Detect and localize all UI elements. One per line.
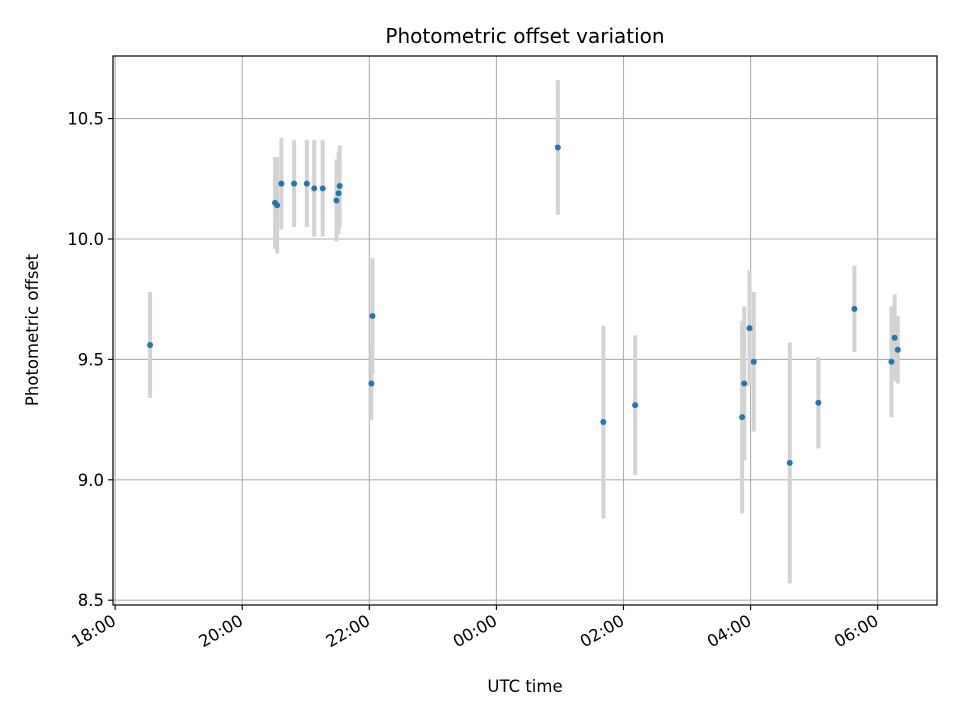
data-point xyxy=(888,358,895,365)
data-point xyxy=(291,180,298,187)
y-tick-label: 10.0 xyxy=(67,230,104,249)
data-point xyxy=(600,419,607,425)
data-point xyxy=(368,380,375,387)
data-point xyxy=(750,358,757,365)
x-axis-label: UTC time xyxy=(487,677,562,696)
y-axis-ticks: 8.5 9.0 9.5 10.0 10.5 xyxy=(67,110,113,610)
data-point xyxy=(741,380,748,387)
data-point xyxy=(851,305,858,312)
y-tick-label: 9.0 xyxy=(78,471,104,490)
y-tick-label: 8.5 xyxy=(78,591,104,610)
data-point xyxy=(278,180,285,187)
data-point xyxy=(303,180,310,187)
data-point xyxy=(333,197,340,204)
data-point xyxy=(554,144,561,151)
data-point xyxy=(274,202,281,209)
data-point xyxy=(815,399,822,406)
data-point xyxy=(147,341,154,348)
data-point xyxy=(335,190,342,197)
data-point xyxy=(891,334,898,341)
data-point xyxy=(369,313,376,320)
data-point xyxy=(894,346,901,353)
data-point xyxy=(739,414,746,421)
plot-area-frame xyxy=(112,55,938,606)
data-point xyxy=(786,459,793,466)
y-tick-label: 9.5 xyxy=(78,350,104,369)
data-point xyxy=(632,402,639,409)
y-tick-label: 10.5 xyxy=(67,110,104,129)
y-axis-label: Photometric offset xyxy=(23,253,42,406)
data-point xyxy=(336,183,343,190)
grid-lines xyxy=(113,56,937,605)
data-point xyxy=(746,325,753,332)
chart-title: Photometric offset variation xyxy=(385,24,664,48)
data-point xyxy=(311,185,318,192)
data-point xyxy=(319,185,326,192)
data-points xyxy=(147,144,901,466)
